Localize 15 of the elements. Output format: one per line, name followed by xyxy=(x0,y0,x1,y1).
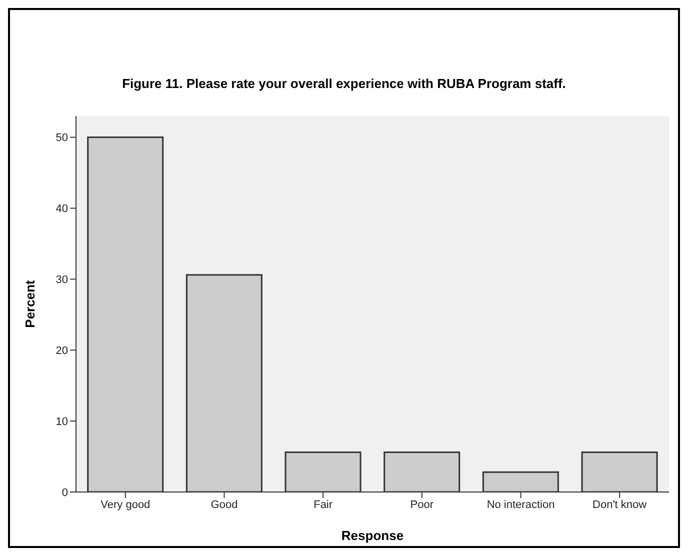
y-tick-label: 50 xyxy=(56,132,68,144)
y-tick-label: 20 xyxy=(56,345,68,358)
y-tick-label: 40 xyxy=(56,203,68,216)
x-tick-label: Good xyxy=(210,498,238,511)
x-tick-label: No interaction xyxy=(486,498,555,511)
chart-title: Figure 11. Please rate your overall experience with RUBA Program staff. xyxy=(121,76,567,91)
x-tick-label: Poor xyxy=(410,498,434,511)
y-tick-label: 10 xyxy=(56,416,68,428)
x-tick-label: Don't know xyxy=(592,498,647,511)
y-axis-title: Percent xyxy=(22,279,38,328)
y-tick-label: 30 xyxy=(56,274,68,286)
x-tick-label: Very good xyxy=(100,498,150,511)
y-tick-label: 0 xyxy=(62,486,68,499)
x-tick-label: Fair xyxy=(314,498,333,511)
x-axis-title: Response xyxy=(341,528,404,543)
